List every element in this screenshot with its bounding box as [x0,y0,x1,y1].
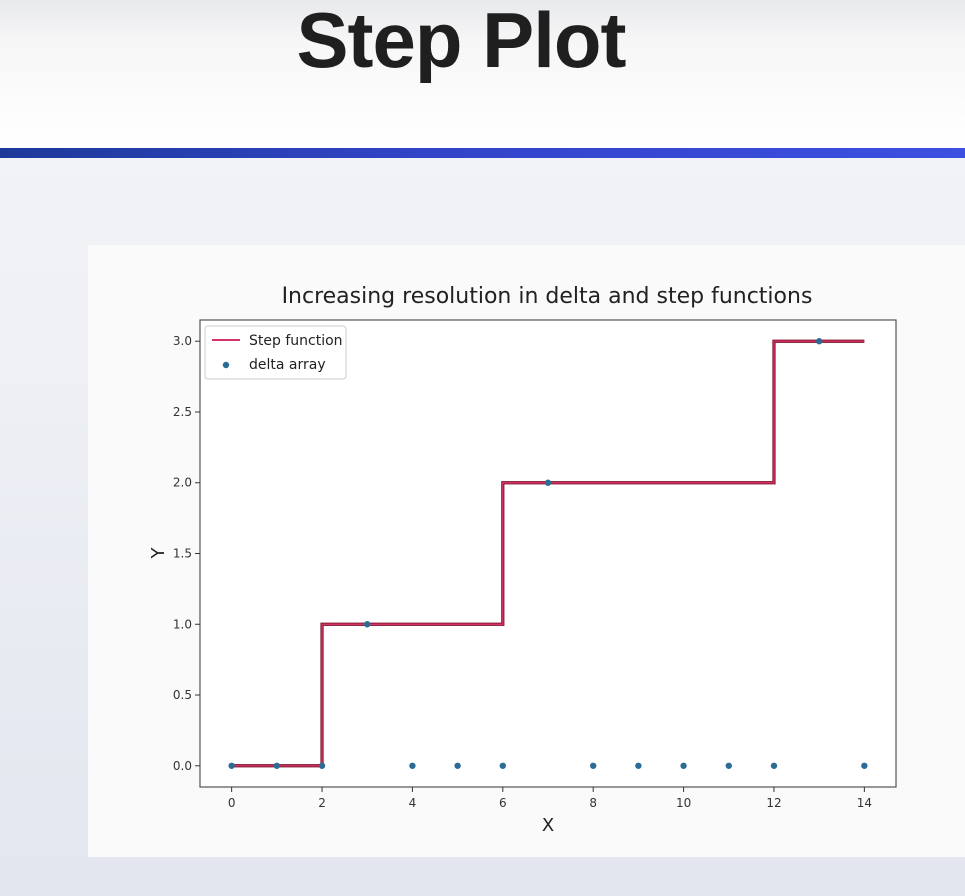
x-tick-label: 14 [857,796,872,810]
delta-point [815,338,823,345]
title-divider [0,148,965,158]
y-tick-label: 1.5 [173,547,192,561]
delta-point [544,479,552,486]
x-tick-label: 2 [318,796,326,810]
plot-area [199,319,897,788]
legend-box [204,325,347,380]
delta-point [725,762,732,769]
legend-step-label: Step function [249,333,343,349]
legend-delta-swatch [222,361,230,369]
step-function-line [231,340,865,767]
delta-point [770,762,778,769]
x-tick-label: 6 [499,796,507,810]
x-tick-label: 10 [676,796,691,810]
x-tick-label: 8 [589,796,597,810]
delta-point [499,762,507,769]
delta-point [364,621,371,628]
y-tick-label: 1.0 [173,617,192,631]
delta-point [680,762,687,769]
delta-point [589,762,597,769]
delta-point [861,762,868,769]
chart-title: Increasing resolution in delta and step … [282,284,813,309]
x-axis-label: X [542,815,554,836]
y-tick-label: 2.0 [173,476,192,490]
x-tick-label: 0 [228,796,236,810]
slide-header: Step Plot [0,0,965,148]
delta-point [273,762,281,769]
x-tick-label: 12 [766,796,781,810]
y-tick-label: 0.5 [173,688,192,702]
legend: Step function delta array [204,325,347,380]
slide-title: Step Plot [296,0,626,84]
y-tick-label: 2.5 [173,405,192,419]
delta-point [228,762,235,769]
y-tick-label: 0.0 [173,759,192,773]
delta-point [318,762,326,769]
delta-point [635,762,642,769]
y-axis-label: Y [148,547,169,560]
x-tick-label: 4 [409,796,417,810]
delta-point [409,762,416,769]
legend-delta-label: delta array [249,357,326,373]
y-tick-label: 3.0 [173,334,192,348]
delta-point [454,762,461,769]
